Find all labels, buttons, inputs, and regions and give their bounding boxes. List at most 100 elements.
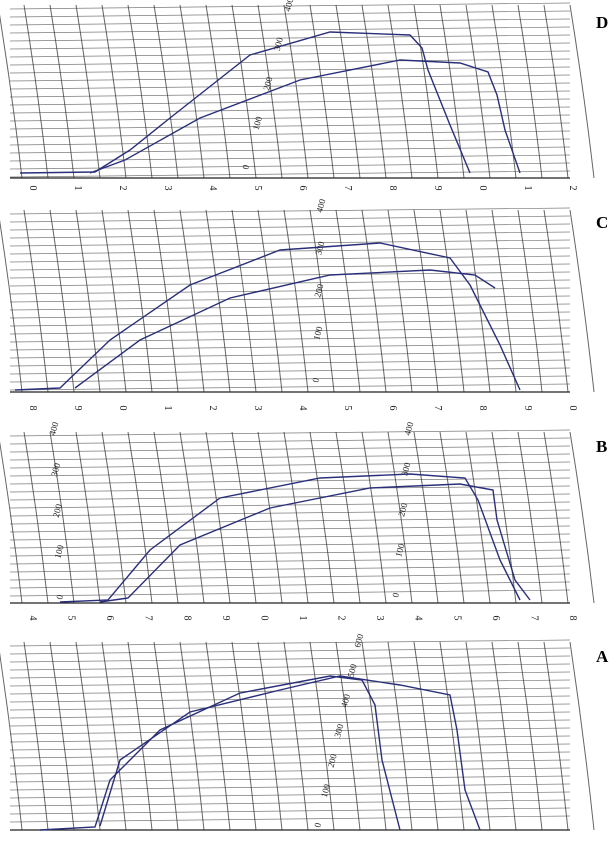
grid-line <box>9 687 571 695</box>
chart-panel: 8 9 0 1 2 3 4 5 6 7 8 9 0 0 100 200 300 400 <box>0 197 595 411</box>
grid-line <box>9 815 571 823</box>
grid-line <box>9 557 571 565</box>
grid-arc <box>569 4 595 179</box>
grid-arc <box>517 4 543 179</box>
grid-line <box>9 647 571 655</box>
grid-arc <box>127 209 153 393</box>
grid-arc <box>49 431 75 604</box>
axis-label: 8 <box>181 616 192 621</box>
axis-label: 5 <box>66 616 77 621</box>
grid-line <box>9 533 571 541</box>
trace <box>89 59 521 174</box>
grid-arc <box>75 431 101 604</box>
scale-label: 0 <box>390 591 401 598</box>
grid-line <box>9 453 571 461</box>
grid-arc <box>257 431 283 604</box>
grid-line <box>9 303 571 311</box>
axis-label: 4 <box>413 616 424 621</box>
grid-line <box>9 807 571 815</box>
grid-arc <box>439 641 465 831</box>
grid-line <box>9 279 571 287</box>
scale-label: 200 <box>396 501 409 517</box>
scale-label: 200 <box>312 282 325 298</box>
scale-label: 100 <box>319 782 332 798</box>
axis-label: 8 <box>477 406 488 411</box>
scale-label: 0 <box>310 376 321 383</box>
grid-line <box>9 383 571 391</box>
grid-line <box>9 735 571 743</box>
chart-panel: 0 100 200 300 400 500 600 <box>0 632 595 831</box>
grid-line <box>9 759 571 767</box>
grid-line <box>9 122 571 130</box>
axis-label: 4 <box>297 406 308 411</box>
grid-arc <box>439 431 465 604</box>
grid-line <box>9 263 571 271</box>
grid-line <box>9 231 571 239</box>
grid-arc <box>335 4 361 179</box>
axis-label: 9 <box>220 616 231 621</box>
grid-arc <box>23 431 49 604</box>
scale-label: 400 <box>314 197 327 213</box>
grid-line <box>9 477 571 485</box>
grid-arc <box>257 209 283 393</box>
axis-label: 8 <box>567 616 578 621</box>
grid-arc <box>361 4 387 179</box>
grid-line <box>9 239 571 247</box>
panel-label: C <box>596 213 608 232</box>
grid-arc <box>387 431 413 604</box>
grid-line <box>9 573 571 581</box>
grid-line <box>9 767 571 775</box>
scale-label: 400 <box>47 420 60 436</box>
scale-label: 400 <box>402 420 415 436</box>
grid-arc <box>231 4 257 179</box>
scale-label: 400 <box>282 0 295 13</box>
grid-line <box>9 445 571 453</box>
grid-arc <box>465 209 491 393</box>
grid-line <box>9 525 571 533</box>
scale-label: 200 <box>51 502 64 518</box>
grid-arc <box>387 4 413 179</box>
grid-line <box>9 461 571 469</box>
grid-line <box>9 271 571 279</box>
grid-arc <box>517 209 543 393</box>
grid-arc <box>491 431 517 604</box>
grid-arc <box>569 641 595 831</box>
axis-label: 9 <box>72 406 83 411</box>
grid-line <box>9 74 571 82</box>
scale-label: 100 <box>53 543 66 559</box>
grid-arc <box>569 209 595 393</box>
grid-arc <box>543 4 569 179</box>
axis-label: 9 <box>432 186 443 191</box>
grid-arc <box>101 431 127 604</box>
axis-label: 3 <box>162 186 173 191</box>
grid-arc <box>335 209 361 393</box>
grid-line <box>9 2 571 10</box>
grid-arc <box>361 431 387 604</box>
trace <box>39 675 401 831</box>
grid-arc <box>153 431 179 604</box>
grid-line <box>9 695 571 703</box>
grid-line <box>9 703 571 711</box>
trace <box>99 675 481 831</box>
grid-arc <box>75 4 101 179</box>
grid-line <box>9 170 571 178</box>
grid-line <box>9 351 571 359</box>
grid-line <box>9 517 571 525</box>
grid-line <box>9 671 571 679</box>
grid-line <box>9 663 571 671</box>
grid-arc <box>491 4 517 179</box>
grid-arc <box>205 431 231 604</box>
grid-arc <box>439 4 465 179</box>
grid-arc <box>101 641 127 831</box>
grid-line <box>9 791 571 799</box>
panel-label: A <box>596 647 609 666</box>
grid-line <box>9 783 571 791</box>
panel-label: B <box>596 437 607 456</box>
grid-line <box>9 509 571 517</box>
axis-label: 2 <box>567 186 578 191</box>
grid-line <box>9 799 571 807</box>
grid-arc <box>75 641 101 831</box>
axis-label: 7 <box>342 186 353 191</box>
axis-label: 8 <box>27 406 38 411</box>
